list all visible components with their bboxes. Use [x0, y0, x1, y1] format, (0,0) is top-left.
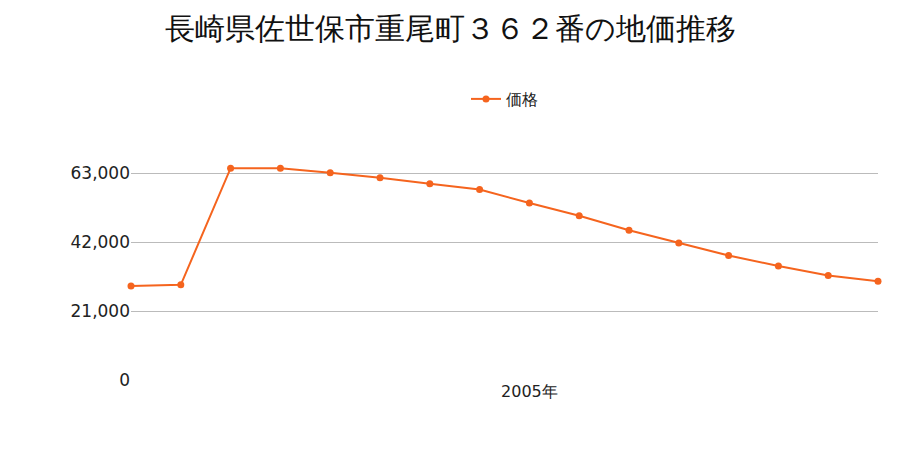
svg-text:21,000: 21,000 [71, 301, 130, 321]
svg-text:価格: 価格 [506, 90, 538, 109]
svg-text:63,000: 63,000 [71, 163, 130, 183]
svg-text:長崎県佐世保市重尾町３６２番の地価推移: 長崎県佐世保市重尾町３６２番の地価推移 [165, 11, 736, 46]
svg-text:42,000: 42,000 [71, 232, 130, 252]
svg-text:2005年: 2005年 [501, 382, 558, 401]
svg-text:0: 0 [119, 370, 130, 390]
